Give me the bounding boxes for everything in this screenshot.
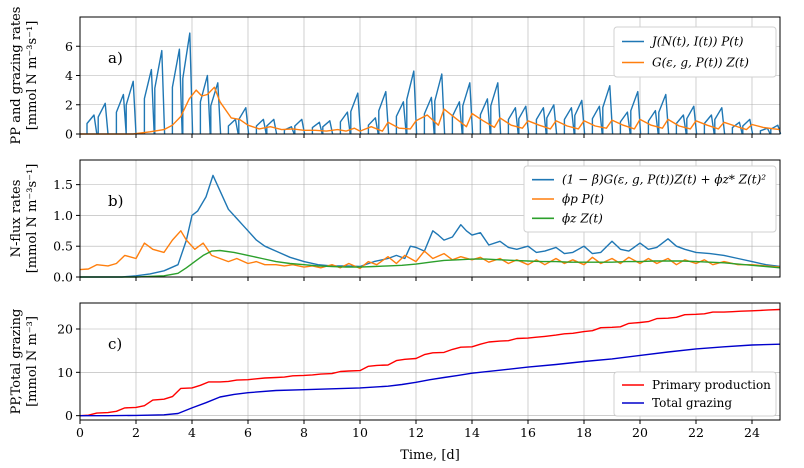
y-tick-label: 0	[65, 127, 73, 142]
series-line-1	[80, 86, 781, 135]
panel-a-ticks: 0 2 4 6	[65, 39, 753, 142]
series-line-2	[80, 249, 781, 278]
panel-c-ylabel-line2: [mmol N m⁻³]	[25, 316, 40, 407]
legend-label-total-grazing: Total grazing	[652, 396, 732, 410]
panel-a-ylabel-line2: [mmol N m⁻³s⁻¹]	[25, 21, 40, 131]
panel-b-legend: (1 − β)G(ε, g, P(t))Z(t) + ϕz* Z(t)² ϕp …	[523, 165, 777, 233]
panel-b-ylabel-line1: N-flux rates	[9, 180, 24, 258]
panel-a-ylabel-line1: PP and grazing rates	[9, 7, 24, 145]
panel-c-frame	[79, 302, 781, 421]
legend-label-phi-z: ϕz Z(t)	[562, 211, 603, 225]
panel-a-series	[80, 32, 782, 135]
legend-label-total-flux: (1 − β)G(ε, g, P(t))Z(t) + ϕz* Z(t)²	[562, 173, 766, 187]
series-line-1	[79, 230, 781, 271]
series-line-0	[80, 174, 781, 278]
x-tick-label: 14	[464, 425, 480, 440]
x-tick-label: 6	[244, 425, 252, 440]
x-tick-label: 8	[300, 425, 308, 440]
panel-b-frame	[79, 159, 781, 278]
y-tick-label: 1.5	[53, 177, 73, 192]
x-tick-label: 20	[632, 425, 648, 440]
y-tick-label: 0.0	[53, 270, 73, 285]
x-tick-label: 18	[576, 425, 592, 440]
y-tick-label: 0	[65, 408, 73, 423]
panel-b-legend-box	[523, 165, 777, 233]
series-line-1	[80, 343, 781, 417]
x-tick-label: 0	[76, 425, 84, 440]
panel-c-series	[79, 308, 781, 417]
x-tick-label: 4	[188, 425, 196, 440]
panel-a-label: a)	[108, 49, 123, 67]
panel-a-legend: J(N(t), I(t)) P(t) G(ε, g, P(t)) Z(t)	[613, 26, 777, 78]
panel-c-legend-box	[613, 371, 777, 417]
panel-b: 0.0 0.5 1.0 1.5 b) N-flux rates [mmol N m⁻³…	[9, 159, 781, 285]
panel-c-ylabel-line1: PP,Total grazing	[9, 309, 24, 415]
y-tick-label: 0.5	[53, 239, 73, 254]
legend-label-production: J(N(t), I(t)) P(t)	[649, 35, 744, 49]
series-line-0	[86, 32, 782, 135]
x-tick-label: 22	[688, 425, 704, 440]
y-tick-label: 4	[65, 68, 73, 83]
panel-b-label: b)	[108, 192, 123, 210]
x-axis-label: Time, [d]	[400, 448, 460, 463]
panel-a-legend-box	[613, 26, 777, 78]
y-tick-label: 10	[57, 365, 73, 380]
legend-label-primary-production: Primary production	[652, 378, 771, 392]
panel-c-label: c)	[108, 335, 122, 353]
x-tick-label: 10	[352, 425, 368, 440]
x-tick-label: 16	[520, 425, 536, 440]
legend-label-phi-p: ϕp P(t)	[562, 192, 604, 206]
y-tick-label: 1.0	[53, 208, 73, 223]
x-tick-label: 24	[744, 425, 760, 440]
y-tick-label: 6	[65, 39, 73, 54]
x-tick-label: 12	[408, 425, 424, 440]
x-tick-label: 2	[132, 425, 140, 440]
panel-c-legend: Primary production Total grazing	[613, 371, 777, 417]
panel-b-series	[79, 174, 781, 278]
panel-a: 0 2 4 6 a) PP and grazing rates [mmol N m⁻³…	[9, 7, 782, 145]
panel-b-ylabel-line2: [mmol N m⁻³s⁻¹]	[25, 164, 40, 274]
legend-label-grazing-rate: G(ε, g, P(t)) Z(t)	[652, 56, 749, 70]
panel-b-ticks: 0.0 0.5 1.0 1.5	[53, 177, 753, 285]
y-tick-label: 20	[57, 322, 73, 337]
series-line-0	[79, 308, 781, 417]
y-tick-label: 2	[65, 97, 73, 112]
